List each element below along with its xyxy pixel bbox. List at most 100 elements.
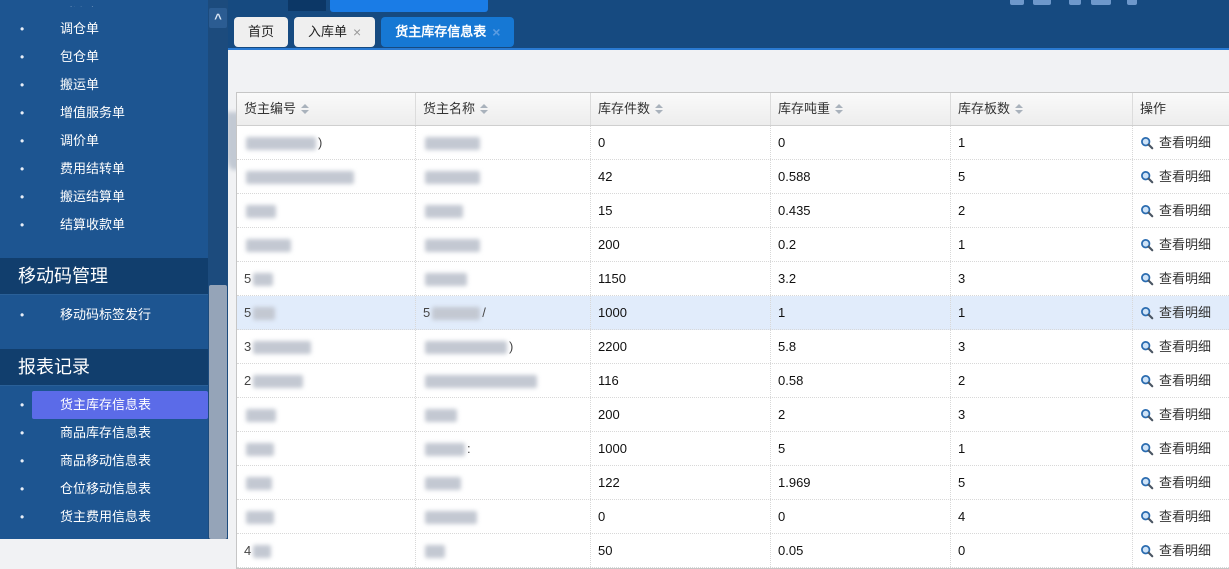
table-row[interactable]: 122 1.969 5 查看明细 [237,466,1229,500]
view-detail-label: 查看明细 [1159,441,1212,456]
bullet-icon: • [20,78,25,92]
sidebar-item[interactable]: • 增值服务单 [0,99,208,127]
sidebar-item[interactable]: • 调仓单 [0,15,208,43]
sort-arrows-icon[interactable] [1015,104,1024,114]
sidebar-item[interactable]: • 搬运单 [0,71,208,99]
tab-label: 首页 [248,24,275,39]
table-row[interactable]: ) 0 0 1 查看明细 [237,126,1229,160]
view-detail-link[interactable]: 查看明细 [1133,466,1229,499]
sidebar-item[interactable]: • 包仓单 [0,43,208,71]
sidebar-section-header[interactable]: 报表记录 [0,349,208,386]
view-detail-link[interactable]: 查看明细 [1133,126,1229,159]
sort-arrows-icon[interactable] [655,104,664,114]
sort-arrows-icon[interactable] [835,104,844,114]
view-detail-label: 查看明细 [1159,203,1212,218]
top-navigation-bar: 首页 入库单 × 货主库存信息表 × [228,0,1229,48]
column-header[interactable]: 货主编号 [237,93,416,125]
view-detail-label: 查看明细 [1159,475,1212,490]
view-detail-link[interactable]: 查看明细 [1133,194,1229,227]
table-row[interactable]: 42 0.588 5 查看明细 [237,160,1229,194]
stock-count-cell: 1150 [591,262,771,295]
close-icon[interactable]: × [353,24,362,40]
sort-arrows-icon[interactable] [480,104,489,114]
sidebar-item-label: 货主费用信息表 [60,509,152,524]
sidebar-item[interactable]: • 费用结转单 [0,155,208,183]
sidebar-group: • 货主库存信息表 • 商品库存信息表 • 商品移动信息表 • 仓位移动信息表 • 货主费用信息表 [0,391,208,531]
scrollbar-thumb[interactable] [209,285,227,539]
redacted-text [253,341,312,355]
stock-tonnage-cell: 5.8 [771,330,951,363]
owner-name-cell [416,126,591,159]
tab-underline [228,48,1229,50]
table-row[interactable]: 200 0.2 1 查看明细 [237,228,1229,262]
redacted-text [425,443,465,457]
tab[interactable]: 首页 [234,17,289,47]
view-detail-label: 查看明细 [1159,407,1212,422]
view-detail-link[interactable]: 查看明细 [1133,228,1229,261]
view-detail-label: 查看明细 [1159,373,1212,388]
stock-tonnage-cell: 1 [771,296,951,329]
visible-fragment: 5 [244,271,252,286]
partial-blue-button[interactable] [330,0,488,12]
sidebar-item[interactable]: • 结算收款单 [0,211,208,239]
table-row[interactable]: 0 0 4 查看明细 [237,500,1229,534]
bullet-icon: • [20,426,25,440]
sidebar-item-label: 增值服务单 [60,105,126,120]
view-detail-link[interactable]: 查看明细 [1133,262,1229,295]
close-icon[interactable]: × [492,24,501,40]
sidebar-scrollbar[interactable]: ^ [208,0,228,539]
view-detail-link[interactable]: 查看明细 [1133,296,1229,329]
view-detail-link[interactable]: 查看明细 [1133,432,1229,465]
redacted-text [246,409,276,423]
view-detail-link[interactable]: 查看明细 [1133,500,1229,533]
partial-logo-fragment [1010,0,1024,5]
bullet-icon: • [20,22,25,36]
column-header[interactable]: 库存吨重 [771,93,951,125]
sidebar-item[interactable]: • 商品移动信息表 [0,447,208,475]
table-row[interactable]: 4 50 0.05 0 查看明细 [237,534,1229,568]
tab[interactable]: 货主库存信息表 × [381,17,515,47]
visible-fragment: 4 [244,543,252,558]
sidebar-item[interactable]: • 搬运结算单 [0,183,208,211]
column-header[interactable]: 库存件数 [591,93,771,125]
stock-tonnage-cell: 0 [771,500,951,533]
column-header[interactable]: 库存板数 [951,93,1133,125]
table-row[interactable]: 200 2 3 查看明细 [237,398,1229,432]
table-row[interactable]: 5 1150 3.2 3 查看明细 [237,262,1229,296]
column-header[interactable]: 货主名称 [416,93,591,125]
stock-pallets-cell: 5 [951,466,1133,499]
view-detail-label: 查看明细 [1159,135,1212,150]
redacted-text [253,375,304,389]
sidebar-item[interactable]: • 调价单 [0,127,208,155]
table-row[interactable]: 3) 2200 5.8 3 查看明细 [237,330,1229,364]
bullet-icon: • [20,50,25,64]
sidebar-item-label: 调仓单 [60,21,100,36]
partial-logo-fragment [1127,0,1137,5]
bullet-icon: • [20,134,25,148]
table-row[interactable]: 5 5/1000 1 1 查看明细 [237,296,1229,330]
bullet-icon: • [20,398,25,412]
tab[interactable]: 入库单 × [294,17,376,47]
magnifier-icon [1141,374,1154,387]
sidebar-section-header[interactable]: 移动码管理 [0,258,208,295]
sidebar-item[interactable]: • 仓位移动信息表 [0,475,208,503]
bullet-icon: • [20,482,25,496]
column-header-label: 货主编号 [244,101,297,116]
table-row[interactable]: 2 116 0.58 2 查看明细 [237,364,1229,398]
tab-label: 货主库存信息表 [395,24,487,39]
sidebar-item[interactable]: • 商品库存信息表 [0,419,208,447]
view-detail-link[interactable]: 查看明细 [1133,398,1229,431]
table-row[interactable]: : 1000 5 1 查看明细 [237,432,1229,466]
redacted-text [246,171,354,185]
sidebar-item[interactable]: • 移动码标签发行 [0,301,208,329]
sidebar-item[interactable]: • 货主费用信息表 [0,503,208,531]
view-detail-link[interactable]: 查看明细 [1133,364,1229,397]
view-detail-link[interactable]: 查看明细 [1133,330,1229,363]
view-detail-link[interactable]: 查看明细 [1133,160,1229,193]
sort-arrows-icon[interactable] [301,104,310,114]
table-body: ) 0 0 1 查看明细 42 0.588 5 查看明细 15 0.435 2 查看明细 200 0.2 1 查… [237,126,1229,568]
scroll-up-button[interactable]: ^ [209,8,227,28]
magnifier-icon [1141,204,1154,217]
sidebar-item[interactable]: • 货主库存信息表 [0,391,208,419]
table-row[interactable]: 15 0.435 2 查看明细 [237,194,1229,228]
